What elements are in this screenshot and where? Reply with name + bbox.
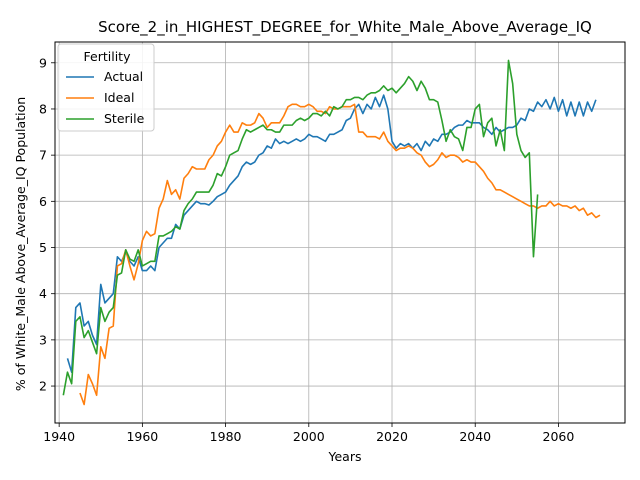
y-tick-label: 3 xyxy=(39,332,47,347)
chart-title: Score_2_in_HIGHEST_DEGREE_for_White_Male… xyxy=(98,18,592,37)
y-tick-label: 2 xyxy=(39,379,47,394)
legend-label-sterile: Sterile xyxy=(104,111,145,126)
x-tick-label: 2000 xyxy=(293,429,325,444)
x-tick-label: 2020 xyxy=(376,429,408,444)
legend: Fertility Actual Ideal Sterile xyxy=(57,43,155,132)
x-tick-label: 2060 xyxy=(543,429,575,444)
y-tick-label: 4 xyxy=(39,286,47,301)
y-tick-label: 6 xyxy=(39,194,47,209)
x-tick-label: 1960 xyxy=(126,429,158,444)
series-line-actual xyxy=(66,94,597,373)
x-tick-label: 1980 xyxy=(210,429,242,444)
axis-ticks: 1940 1960 1980 2000 2020 2040 2060 2 3 4 5 6 7 8 9 xyxy=(39,55,574,444)
x-tick-label: 2040 xyxy=(459,429,491,444)
x-tick-label: 1940 xyxy=(43,429,75,444)
y-tick-label: 9 xyxy=(39,55,47,70)
legend-box xyxy=(57,43,155,132)
x-axis-label: Years xyxy=(328,449,362,464)
legend-label-ideal: Ideal xyxy=(104,90,134,105)
y-tick-label: 8 xyxy=(39,101,47,116)
legend-label-actual: Actual xyxy=(104,69,143,84)
y-tick-label: 7 xyxy=(39,148,47,163)
grid-lines xyxy=(55,42,625,423)
legend-title: Fertility xyxy=(84,49,132,64)
series-layer xyxy=(62,59,601,406)
series-line-sterile xyxy=(62,59,539,396)
y-axis-label: % of White_Male Above_Average_IQ Populat… xyxy=(13,97,28,391)
y-tick-label: 5 xyxy=(39,240,47,255)
plot-frame xyxy=(54,41,626,424)
